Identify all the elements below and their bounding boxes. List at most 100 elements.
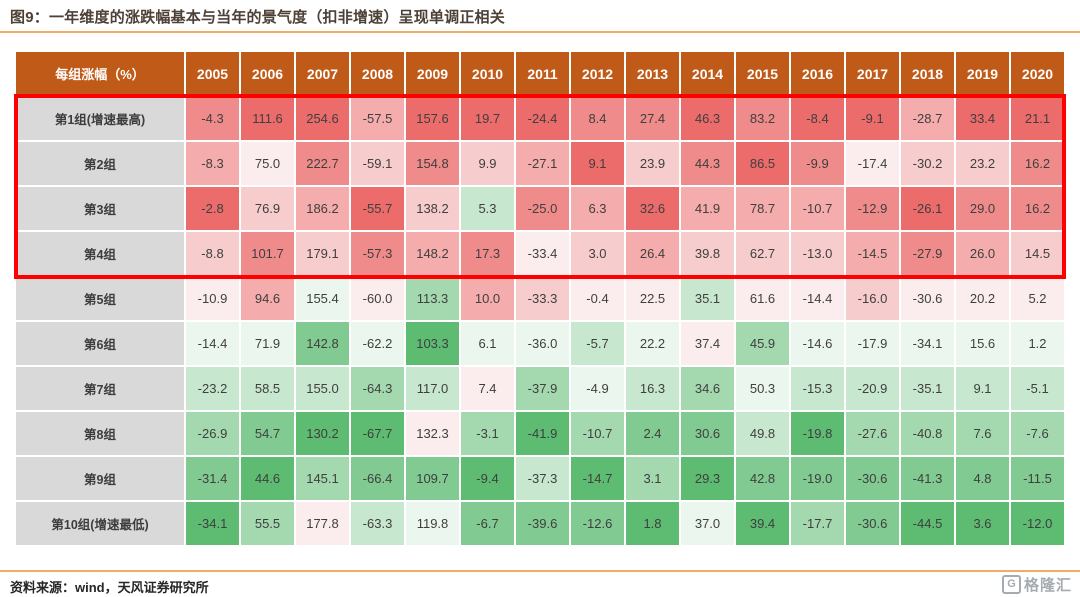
heatmap-cell: 32.6 bbox=[626, 187, 679, 230]
heatmap-cell: -57.3 bbox=[351, 232, 404, 275]
heatmap-cell: -35.1 bbox=[901, 367, 954, 410]
heatmap-cell: 155.0 bbox=[296, 367, 349, 410]
heatmap-cell: -40.8 bbox=[901, 412, 954, 455]
heatmap-table: 每组涨幅（%） 2005 2006 2007 2008 2009 2010 2011 2012 2… bbox=[14, 50, 1066, 547]
heatmap-cell: 9.1 bbox=[956, 367, 1009, 410]
row-label: 第1组(增速最高) bbox=[16, 97, 184, 140]
heatmap-cell: -60.0 bbox=[351, 277, 404, 320]
row-label: 第8组 bbox=[16, 412, 184, 455]
heatmap-cell: 145.1 bbox=[296, 457, 349, 500]
heatmap-cell: -16.0 bbox=[846, 277, 899, 320]
heatmap-cell: 254.6 bbox=[296, 97, 349, 140]
heatmap-cell: -26.9 bbox=[186, 412, 239, 455]
heatmap-cell: -4.9 bbox=[571, 367, 624, 410]
heatmap-cell: -39.6 bbox=[516, 502, 569, 545]
heatmap-cell: 78.7 bbox=[736, 187, 789, 230]
heatmap-cell: -25.0 bbox=[516, 187, 569, 230]
heatmap-cell: -11.5 bbox=[1011, 457, 1064, 500]
heatmap-cell: -10.7 bbox=[791, 187, 844, 230]
row-label: 第5组 bbox=[16, 277, 184, 320]
year-header: 2017 bbox=[846, 52, 899, 95]
heatmap-cell: -26.1 bbox=[901, 187, 954, 230]
year-header: 2007 bbox=[296, 52, 349, 95]
heatmap-cell: -10.9 bbox=[186, 277, 239, 320]
heatmap-cell: -20.9 bbox=[846, 367, 899, 410]
heatmap-cell: 39.4 bbox=[736, 502, 789, 545]
heatmap-cell: 71.9 bbox=[241, 322, 294, 365]
table-row: 第7组 -23.2 58.5 155.0 -64.3 117.0 7.4 -37.9 -4.9 1… bbox=[16, 367, 1064, 410]
heatmap-cell: -28.7 bbox=[901, 97, 954, 140]
heatmap-cell: -12.9 bbox=[846, 187, 899, 230]
heatmap-cell: 37.4 bbox=[681, 322, 734, 365]
year-header: 2018 bbox=[901, 52, 954, 95]
table-row: 第10组(增速最低) -34.1 55.5 177.8 -63.3 119.8 -6.7 -3… bbox=[16, 502, 1064, 545]
heatmap-cell: -3.1 bbox=[461, 412, 514, 455]
heatmap-cell: 222.7 bbox=[296, 142, 349, 185]
header-row: 每组涨幅（%） 2005 2006 2007 2008 2009 2010 2011 2012 2… bbox=[16, 52, 1064, 95]
heatmap-cell: 109.7 bbox=[406, 457, 459, 500]
heatmap-cell: -14.6 bbox=[791, 322, 844, 365]
heatmap-cell: -2.8 bbox=[186, 187, 239, 230]
heatmap-cell: -8.8 bbox=[186, 232, 239, 275]
heatmap-cell: -37.3 bbox=[516, 457, 569, 500]
table-row: 第5组 -10.9 94.6 155.4 -60.0 113.3 10.0 -33.3 -0.4… bbox=[16, 277, 1064, 320]
heatmap-cell: 142.8 bbox=[296, 322, 349, 365]
heatmap-cell: -67.7 bbox=[351, 412, 404, 455]
year-header: 2006 bbox=[241, 52, 294, 95]
heatmap-cell: -66.4 bbox=[351, 457, 404, 500]
heatmap-cell: 39.8 bbox=[681, 232, 734, 275]
heatmap-cell: -15.3 bbox=[791, 367, 844, 410]
heatmap-cell: -17.9 bbox=[846, 322, 899, 365]
figure-title: 图9：一年维度的涨跌幅基本与当年的景气度（扣非增速）呈现单调正相关 bbox=[10, 9, 505, 26]
table-row: 第9组 -31.4 44.6 145.1 -66.4 109.7 -9.4 -37.3 -14.… bbox=[16, 457, 1064, 500]
heatmap-cell: 55.5 bbox=[241, 502, 294, 545]
heatmap-cell: 16.2 bbox=[1011, 142, 1064, 185]
heatmap-cell: -36.0 bbox=[516, 322, 569, 365]
heatmap-cell: 113.3 bbox=[406, 277, 459, 320]
heatmap-cell: 75.0 bbox=[241, 142, 294, 185]
heatmap-cell: -17.4 bbox=[846, 142, 899, 185]
heatmap-cell: 132.3 bbox=[406, 412, 459, 455]
heatmap-cell: -0.4 bbox=[571, 277, 624, 320]
year-header: 2012 bbox=[571, 52, 624, 95]
heatmap-cell: 16.2 bbox=[1011, 187, 1064, 230]
gelonghui-logo-text: 格隆汇 bbox=[1023, 577, 1072, 594]
year-header: 2019 bbox=[956, 52, 1009, 95]
heatmap-cell: -57.5 bbox=[351, 97, 404, 140]
heatmap-cell: 117.0 bbox=[406, 367, 459, 410]
gelonghui-logo: G 格隆汇 bbox=[1001, 574, 1072, 595]
year-header: 2020 bbox=[1011, 52, 1064, 95]
heatmap-cell: 61.6 bbox=[736, 277, 789, 320]
heatmap-cell: 155.4 bbox=[296, 277, 349, 320]
heatmap-cell: 29.3 bbox=[681, 457, 734, 500]
row-label: 第10组(增速最低) bbox=[16, 502, 184, 545]
heatmap-cell: -31.4 bbox=[186, 457, 239, 500]
heatmap-cell: -55.7 bbox=[351, 187, 404, 230]
heatmap-cell: 1.2 bbox=[1011, 322, 1064, 365]
heatmap-cell: -27.9 bbox=[901, 232, 954, 275]
bottom-divider bbox=[0, 570, 1080, 572]
heatmap-cell: -33.4 bbox=[516, 232, 569, 275]
heatmap-cell: 21.1 bbox=[1011, 97, 1064, 140]
heatmap-cell: 14.5 bbox=[1011, 232, 1064, 275]
heatmap-cell: -30.2 bbox=[901, 142, 954, 185]
heatmap-cell: 86.5 bbox=[736, 142, 789, 185]
heatmap-cell: 15.6 bbox=[956, 322, 1009, 365]
heatmap-cell: -14.7 bbox=[571, 457, 624, 500]
heatmap-cell: 10.0 bbox=[461, 277, 514, 320]
heatmap-cell: -6.7 bbox=[461, 502, 514, 545]
heatmap-cell: 37.0 bbox=[681, 502, 734, 545]
heatmap-cell: 45.9 bbox=[736, 322, 789, 365]
heatmap-cell: -63.3 bbox=[351, 502, 404, 545]
heatmap-cell: -62.2 bbox=[351, 322, 404, 365]
heatmap-cell: 23.2 bbox=[956, 142, 1009, 185]
heatmap-cell: 30.6 bbox=[681, 412, 734, 455]
heatmap-cell: 29.0 bbox=[956, 187, 1009, 230]
heatmap-cell: -14.4 bbox=[186, 322, 239, 365]
heatmap-cell: -24.4 bbox=[516, 97, 569, 140]
heatmap-cell: 20.2 bbox=[956, 277, 1009, 320]
row-label: 第2组 bbox=[16, 142, 184, 185]
table-row: 第1组(增速最高) -4.3 111.6 254.6 -57.5 157.6 19.7 -24… bbox=[16, 97, 1064, 140]
heatmap-cell: 154.8 bbox=[406, 142, 459, 185]
heatmap-cell: 26.4 bbox=[626, 232, 679, 275]
